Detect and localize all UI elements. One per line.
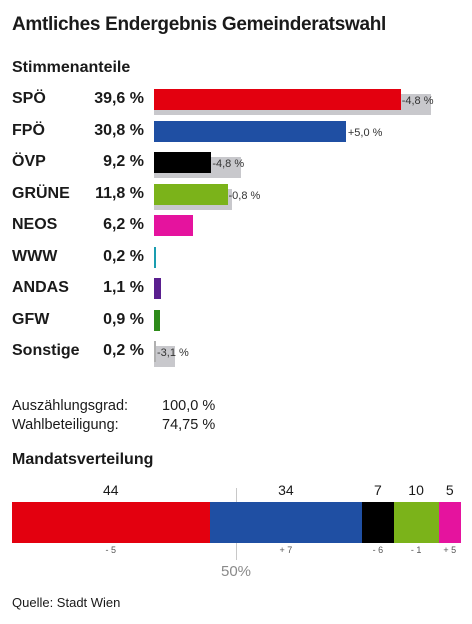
seat-segment	[12, 502, 210, 543]
page-title: Amtliches Endergebnis Gemeinderatswahl	[12, 14, 386, 35]
seat-distribution-bar	[12, 502, 461, 543]
seat-count-label: 5	[445, 482, 454, 498]
party-label: GFW	[12, 310, 50, 328]
party-label: FPÖ	[12, 121, 45, 139]
vote-bar	[154, 215, 193, 236]
seat-change-label: - 1	[410, 545, 422, 555]
seat-segment	[209, 502, 363, 543]
seat-segment	[393, 502, 439, 543]
vote-share-label: 0,2 %	[103, 247, 144, 265]
count-status-value: 100,0 %	[162, 398, 216, 414]
vote-bar	[154, 152, 212, 173]
vote-change-label: +5,0 %	[347, 126, 383, 139]
vote-share-label: 0,2 %	[103, 342, 144, 359]
vote-bar	[154, 89, 401, 110]
vote-change-label: -4,8 %	[401, 95, 434, 107]
vote-change-label: -0,8 %	[228, 189, 261, 202]
seat-segment	[438, 502, 461, 543]
turnout-label: Wahlbeteiligung:	[12, 417, 119, 433]
source-note: Quelle: Stadt Wien	[12, 595, 121, 610]
vote-row: WWW 0,2 %	[0, 244, 472, 274]
vote-bar	[154, 120, 346, 142]
seats-heading: Mandatsverteilung	[12, 451, 154, 468]
vote-row: SPÖ 39,6 % -4,8 %	[0, 86, 472, 116]
vote-share-label: 6,2 %	[103, 216, 144, 233]
party-label: ANDAS	[12, 279, 69, 296]
seat-change-label: + 7	[279, 545, 293, 555]
vote-bar	[154, 278, 161, 299]
vote-share-label: 11,8 %	[95, 184, 144, 202]
seat-change-label: - 6	[372, 545, 384, 555]
seat-change-label: + 5	[443, 545, 457, 555]
votes-heading: Stimmenanteile	[12, 59, 131, 76]
vote-row: ANDAS 1,1 %	[0, 275, 472, 305]
vote-row: ÖVP 9,2 % -4,8 %	[0, 149, 472, 179]
party-label: ÖVP	[12, 153, 46, 170]
vote-share-label: 9,2 %	[103, 153, 144, 170]
seat-segment	[362, 502, 394, 543]
vote-row: GFW 0,9 %	[0, 307, 472, 337]
seat-count-label: 44	[102, 482, 119, 498]
seat-count-label: 34	[278, 482, 294, 498]
turnout-value: 74,75 %	[162, 417, 216, 433]
vote-change-label: -4,8 %	[212, 158, 245, 170]
vote-share-label: 0,9 %	[103, 310, 144, 328]
party-label: SPÖ	[12, 90, 46, 107]
seat-count-label: 10	[408, 482, 424, 498]
party-label: NEOS	[12, 216, 58, 233]
vote-share-label: 39,6 %	[94, 90, 144, 107]
count-status-label: Auszählungsgrad:	[12, 398, 129, 414]
vote-share-label: 30,8 %	[94, 121, 144, 139]
vote-change-label: -3,1 %	[157, 347, 189, 359]
majority-label: 50%	[221, 563, 252, 580]
party-label: WWW	[12, 247, 58, 265]
seat-count-label: 7	[374, 482, 382, 498]
vote-bar	[154, 183, 228, 205]
vote-row: Sonstige 0,2 % -3,1 %	[0, 338, 472, 368]
vote-row: NEOS 6,2 %	[0, 212, 472, 242]
vote-share-label: 1,1 %	[103, 279, 144, 296]
vote-bar	[154, 341, 156, 362]
previous-result-bar	[154, 346, 175, 367]
party-label: Sonstige	[12, 342, 80, 359]
vote-bar	[154, 246, 156, 268]
seat-change-label: - 5	[105, 545, 117, 555]
party-label: GRÜNE	[12, 184, 70, 202]
vote-bar	[154, 309, 160, 331]
vote-row: GRÜNE 11,8 % -0,8 %	[0, 181, 472, 211]
vote-row: FPÖ 30,8 % +5,0 %	[0, 118, 472, 148]
